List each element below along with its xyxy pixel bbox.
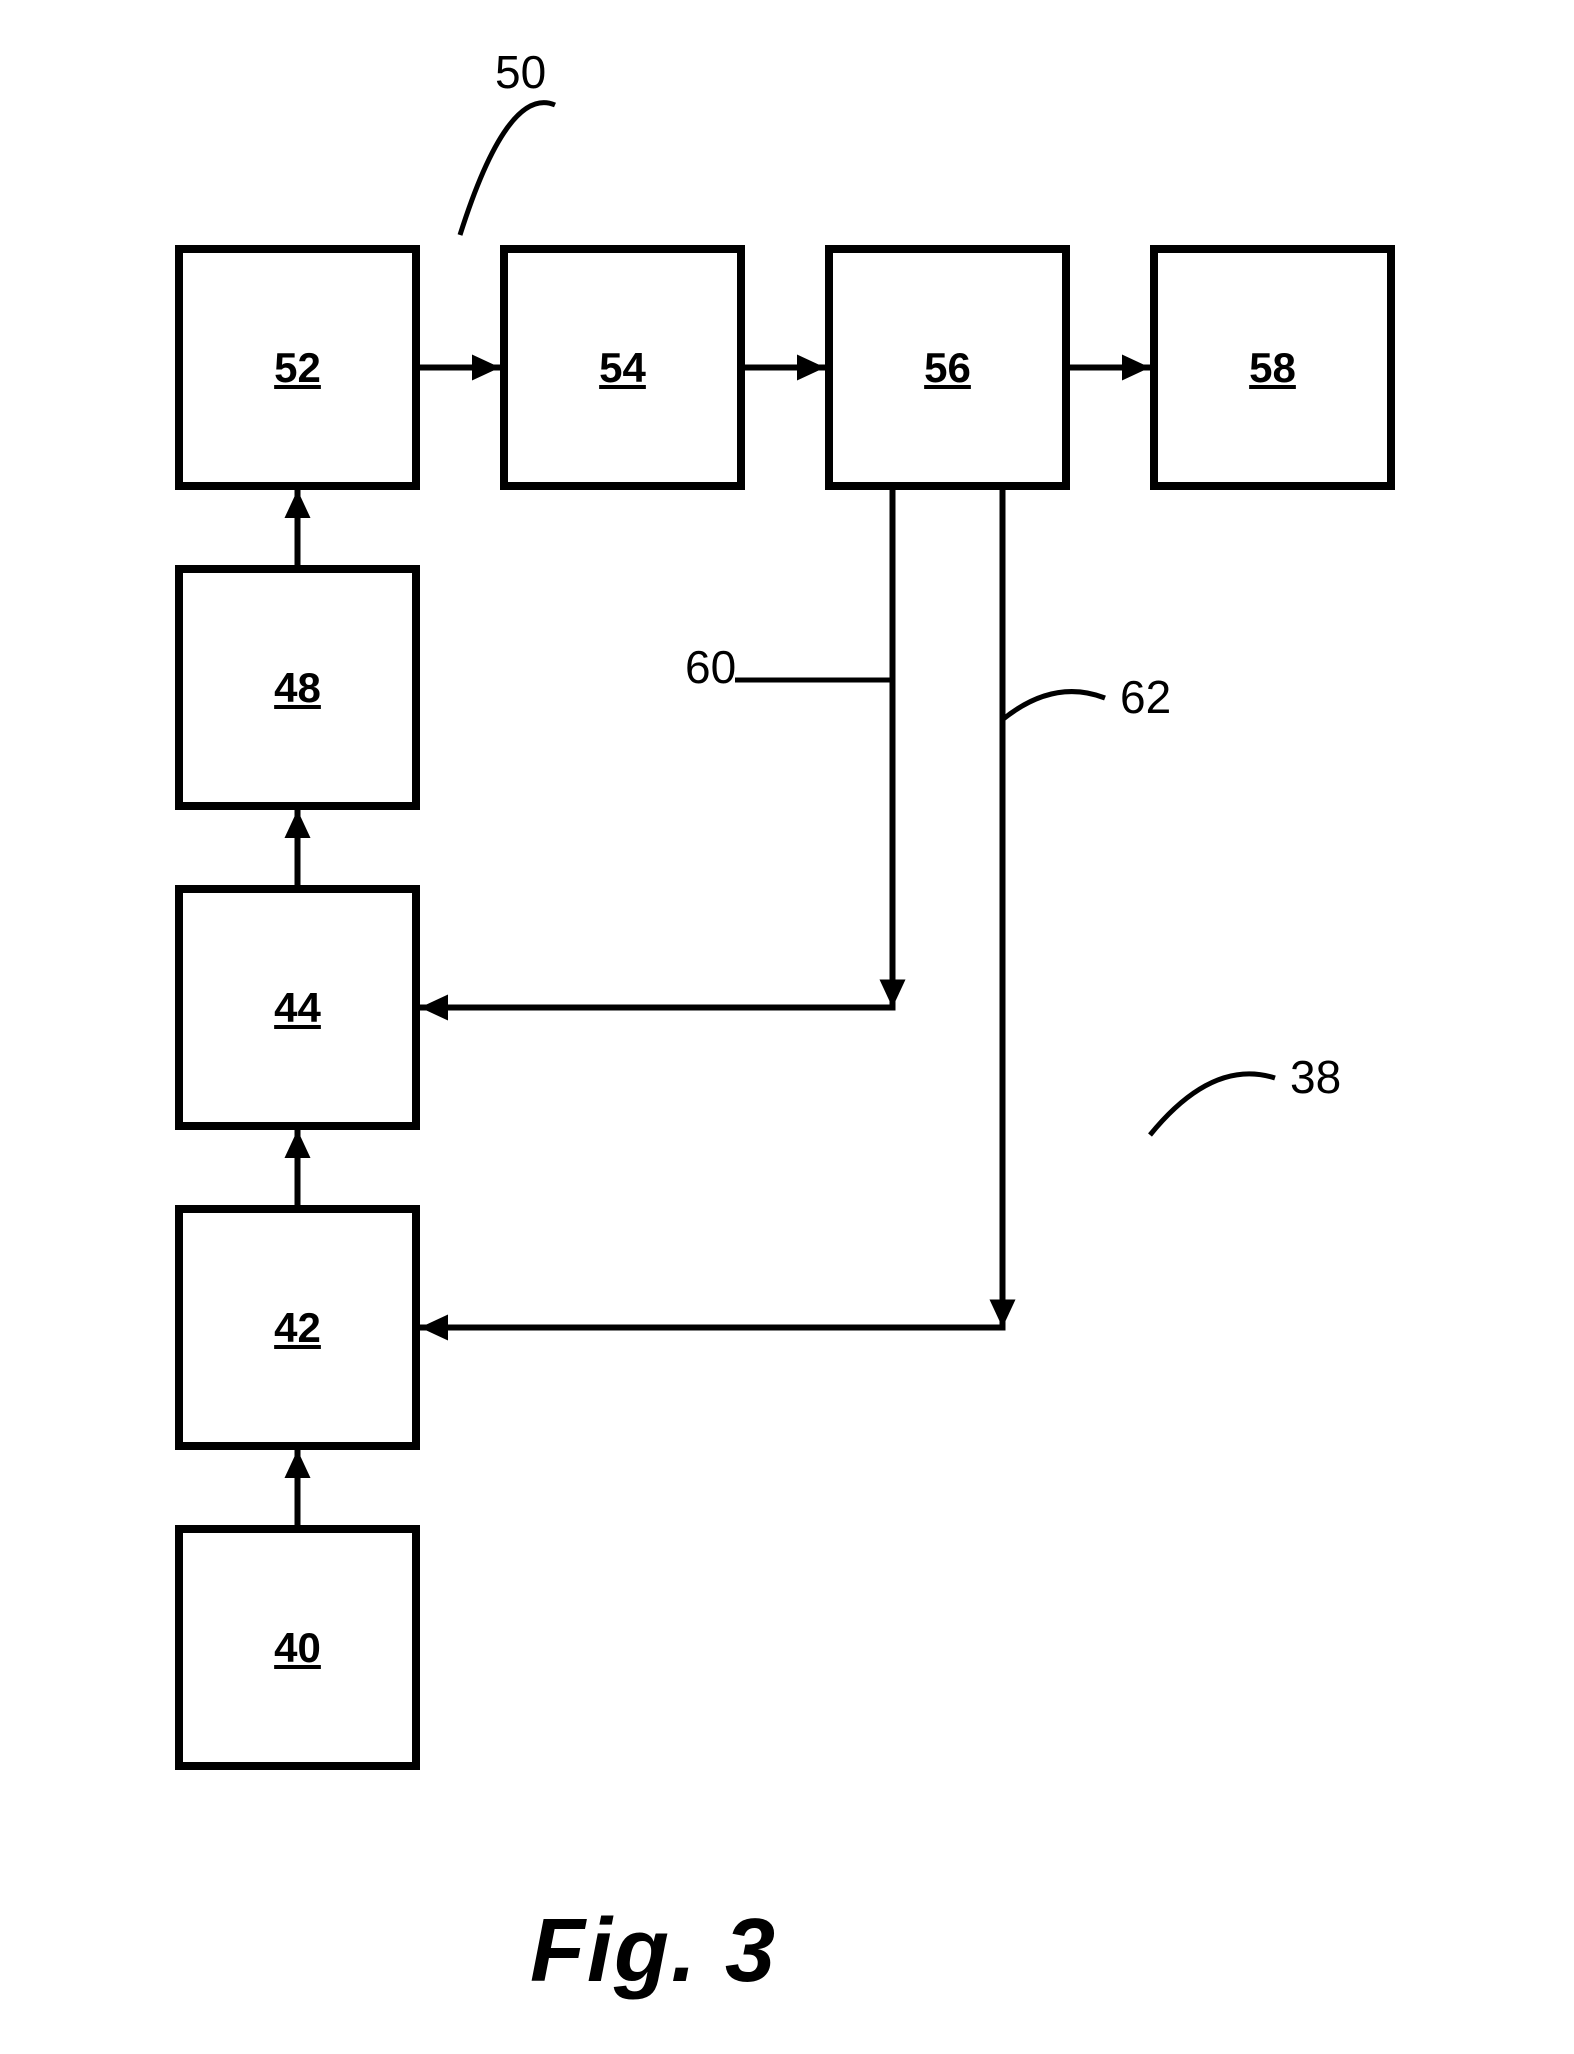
diagram-stage: Fig. 3 52 54 56 58 48 44 42 40 50 60 62 38 [0,0,1574,2054]
block-42: 42 [175,1205,420,1450]
block-label: 58 [1249,344,1296,392]
block-52: 52 [175,245,420,490]
block-label: 40 [274,1624,321,1672]
block-label: 56 [924,344,971,392]
block-44: 44 [175,885,420,1130]
ref-label-62: 62 [1120,670,1171,724]
block-54: 54 [500,245,745,490]
block-label: 42 [274,1304,321,1352]
ref-label-60: 60 [685,640,736,694]
block-label: 44 [274,984,321,1032]
block-label: 52 [274,344,321,392]
block-56: 56 [825,245,1070,490]
block-label: 48 [274,664,321,712]
ref-label-38: 38 [1290,1050,1341,1104]
figure-caption: Fig. 3 [530,1900,777,2003]
block-48: 48 [175,565,420,810]
block-label: 54 [599,344,646,392]
block-58: 58 [1150,245,1395,490]
block-40: 40 [175,1525,420,1770]
ref-label-50: 50 [495,45,546,99]
